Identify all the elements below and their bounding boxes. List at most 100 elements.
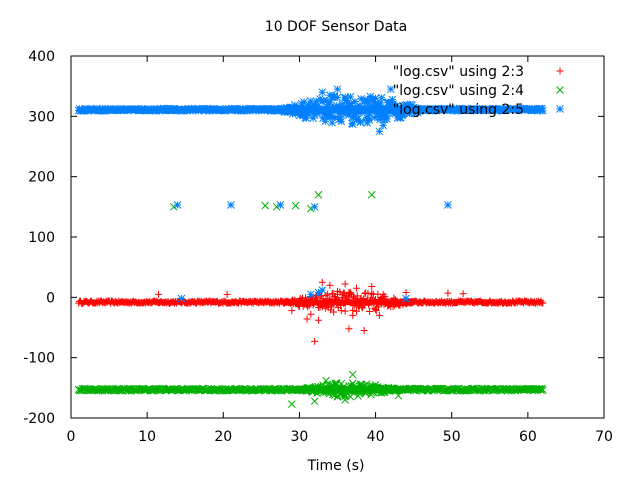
data-point-series-3: [333, 93, 342, 102]
data-point-series-1: [337, 307, 345, 315]
data-point-series-3: [382, 111, 391, 120]
data-point-series-2: [322, 376, 330, 385]
data-point-series-1: [304, 303, 312, 311]
data-point-series-3: [344, 105, 353, 114]
data-point-series-1: [295, 302, 303, 310]
data-point-series-3: [333, 85, 342, 94]
data-point-series-2: [355, 389, 364, 398]
data-point-series-1: [327, 303, 335, 311]
data-point-series-3: [306, 290, 315, 299]
data-point-series-3: [393, 101, 401, 110]
data-point-series-3: [326, 98, 334, 107]
plot-area: [74, 85, 547, 408]
series-3: [74, 85, 547, 303]
axes: 0 10 20 30 40 50 60 70 -200 -100 0 100 200 300 400: [23, 49, 613, 445]
data-point-series-2: [261, 201, 270, 210]
data-point-series-1: [402, 289, 410, 297]
y-tick-label: -100: [23, 351, 55, 367]
data-point-series-3: [348, 112, 357, 121]
data-point-series-3: [309, 114, 317, 123]
data-point-series-3: [342, 110, 350, 119]
data-point-series-1: [311, 337, 319, 345]
data-point-series-1: [376, 298, 384, 306]
data-point-series-3: [306, 97, 315, 105]
x-tick-label: 10: [138, 429, 156, 445]
data-point-series-3: [366, 92, 375, 101]
data-point-series-3: [302, 114, 311, 123]
data-point-series-1: [539, 299, 547, 307]
data-point-series-2: [287, 400, 296, 408]
data-point-series-3: [358, 106, 367, 115]
data-point-series-1: [325, 296, 333, 304]
data-point-series-2: [333, 393, 342, 401]
data-point-series-2: [341, 396, 349, 404]
legend-marker-series-1: [556, 67, 564, 75]
data-point-series-1: [360, 327, 368, 335]
data-point-series-2: [310, 397, 319, 405]
data-point-series-1: [362, 297, 370, 305]
data-point-series-3: [300, 98, 308, 106]
y-tick-label: -200: [23, 411, 55, 427]
legend-marker-series-3: [556, 105, 564, 113]
data-point-series-3: [276, 201, 285, 209]
data-point-series-3: [376, 115, 384, 124]
data-point-series-3: [336, 114, 345, 123]
data-point-series-3: [330, 92, 339, 101]
data-point-series-2: [348, 379, 357, 388]
data-point-series-1: [384, 302, 392, 310]
data-point-series-1: [409, 298, 417, 306]
data-point-series-1: [341, 307, 349, 315]
data-point-series-2: [367, 190, 376, 199]
data-point-series-1: [353, 307, 361, 315]
y-tick-label: 100: [28, 230, 55, 246]
data-point-series-2: [314, 190, 323, 199]
data-point-series-3: [410, 109, 419, 118]
data-point-series-3: [327, 111, 336, 120]
data-point-series-1: [390, 294, 398, 302]
data-point-series-1: [330, 308, 338, 316]
data-point-series-3: [375, 127, 384, 136]
data-point-series-3: [368, 102, 377, 110]
data-point-series-3: [379, 121, 388, 130]
data-point-series-3: [364, 112, 373, 120]
data-point-series-3: [310, 202, 319, 211]
legend: "log.csv" using 2:3 "log.csv" using 2:4 "l…: [393, 64, 564, 118]
series-2: [74, 190, 547, 408]
data-point-series-1: [341, 280, 349, 288]
data-point-series-3: [304, 100, 313, 109]
data-point-series-1: [365, 308, 373, 316]
data-point-series-1: [353, 284, 361, 292]
data-point-series-3: [322, 97, 331, 105]
x-axis-label: Time (s): [307, 458, 365, 474]
data-point-series-3: [306, 103, 314, 112]
data-point-series-3: [354, 109, 363, 117]
data-point-series-2: [331, 379, 340, 388]
x-tick-label: 20: [214, 429, 232, 445]
legend-label-series-3: "log.csv" using 2:5: [393, 102, 524, 118]
series-1: [75, 278, 547, 345]
data-point-series-1: [368, 290, 376, 298]
data-point-series-1: [223, 290, 231, 298]
data-point-series-3: [173, 201, 182, 209]
data-point-series-2: [272, 202, 281, 211]
data-point-series-3: [303, 110, 312, 119]
data-point-series-1: [303, 315, 311, 323]
data-point-series-3: [351, 97, 359, 106]
data-point-series-2: [291, 201, 300, 210]
data-point-series-3: [310, 111, 319, 119]
data-point-series-3: [326, 91, 334, 100]
data-point-series-3: [297, 108, 305, 116]
data-point-series-3: [478, 104, 487, 113]
data-point-series-3: [318, 286, 327, 294]
data-point-series-2: [379, 383, 388, 392]
legend-marker-series-2: [556, 86, 564, 94]
data-point-series-3: [538, 106, 547, 115]
data-point-series-1: [365, 301, 373, 309]
data-point-series-2: [394, 391, 403, 400]
data-point-series-3: [310, 101, 318, 110]
data-point-series-1: [298, 294, 306, 302]
data-point-series-1: [305, 298, 313, 306]
data-point-series-1: [323, 302, 331, 310]
data-point-series-3: [384, 98, 393, 107]
